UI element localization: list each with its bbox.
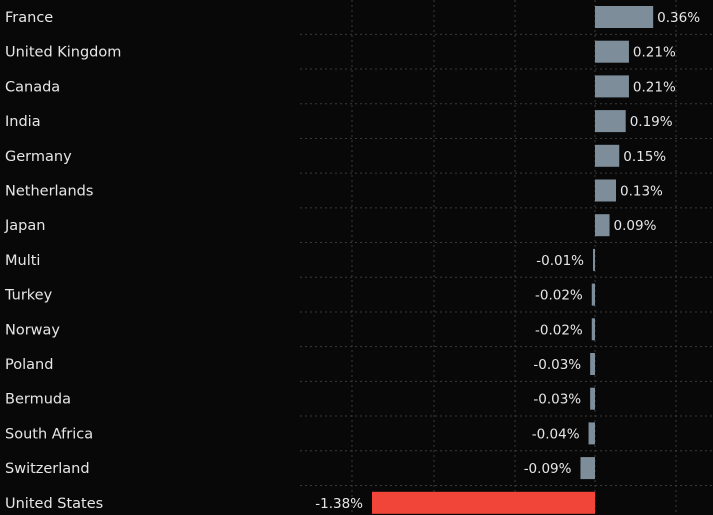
bar-france — [595, 6, 654, 28]
value-label-switzerland: -0.09% — [524, 461, 572, 477]
bar-canada — [595, 75, 629, 98]
bar-japan — [595, 214, 610, 237]
value-label-poland: -0.03% — [533, 357, 581, 373]
value-label-norway: -0.02% — [535, 322, 583, 338]
bar-poland — [590, 353, 595, 375]
bar-norway — [591, 318, 595, 341]
bar-united-kingdom — [595, 40, 629, 63]
bar-bermuda — [590, 387, 595, 410]
category-label-south-africa: South Africa — [5, 426, 93, 442]
category-label-turkey: Turkey — [4, 288, 53, 304]
value-label-united-kingdom: 0.21% — [633, 45, 676, 61]
category-label-norway: Norway — [5, 322, 60, 338]
value-label-bermuda: -0.03% — [533, 392, 581, 408]
value-label-france: 0.36% — [657, 10, 700, 26]
value-label-japan: 0.09% — [614, 218, 657, 234]
value-label-united-states: -1.38% — [315, 496, 363, 512]
bar-south-africa — [588, 422, 595, 445]
bar-india — [595, 110, 626, 133]
bar-multi — [593, 248, 595, 271]
bar-netherlands — [595, 179, 617, 202]
bar-switzerland — [580, 457, 595, 480]
category-label-multi: Multi — [5, 253, 40, 269]
category-label-switzerland: Switzerland — [5, 461, 90, 477]
bar-turkey — [591, 283, 595, 306]
category-label-united-kingdom: United Kingdom — [5, 45, 121, 61]
value-label-netherlands: 0.13% — [620, 184, 663, 200]
bar-germany — [595, 144, 620, 167]
category-label-germany: Germany — [5, 149, 72, 165]
category-label-poland: Poland — [5, 357, 53, 373]
category-label-united-states: United States — [5, 496, 103, 512]
category-label-bermuda: Bermuda — [5, 392, 71, 408]
value-label-canada: 0.21% — [633, 79, 676, 95]
grid — [300, 0, 713, 515]
category-label-japan: Japan — [4, 218, 45, 234]
category-label-netherlands: Netherlands — [5, 184, 93, 200]
value-label-multi: -0.01% — [536, 253, 584, 269]
category-label-india: India — [5, 114, 41, 130]
bar-united-states — [372, 491, 595, 514]
value-label-india: 0.19% — [630, 114, 673, 130]
value-label-south-africa: -0.04% — [532, 426, 580, 442]
labels: France 0.36% United Kingdom 0.21% Canada 0.21… — [4, 10, 700, 512]
category-label-france: France — [5, 10, 53, 26]
bars — [372, 6, 654, 514]
value-label-germany: 0.15% — [623, 149, 666, 165]
value-label-turkey: -0.02% — [535, 288, 583, 304]
category-label-canada: Canada — [5, 79, 60, 95]
